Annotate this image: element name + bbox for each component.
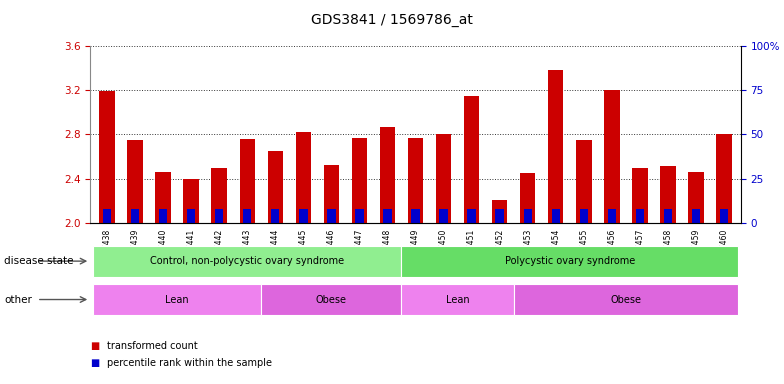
Text: Obese: Obese [611, 295, 641, 305]
Text: Lean: Lean [446, 295, 470, 305]
Bar [579, 210, 588, 223]
Bar [688, 172, 704, 223]
Bar [524, 210, 532, 223]
Bar [604, 90, 619, 223]
Bar [467, 210, 476, 223]
Bar [401, 284, 514, 315]
Text: Control, non-polycystic ovary syndrome: Control, non-polycystic ovary syndrome [151, 256, 344, 266]
Bar [159, 210, 167, 223]
Bar [439, 210, 448, 223]
Bar [495, 210, 504, 223]
Bar [548, 70, 564, 223]
Text: Polycystic ovary syndrome: Polycystic ovary syndrome [505, 256, 635, 266]
Text: other: other [4, 295, 32, 305]
Text: disease state: disease state [4, 256, 74, 266]
Bar [155, 172, 171, 223]
Bar [271, 210, 279, 223]
Bar [131, 210, 140, 223]
Text: percentile rank within the sample: percentile rank within the sample [107, 358, 272, 368]
Bar [576, 140, 591, 223]
Text: ■: ■ [90, 358, 100, 368]
Bar [632, 167, 648, 223]
Bar [720, 210, 728, 223]
Text: Obese: Obese [316, 295, 347, 305]
Bar [664, 210, 672, 223]
Bar [212, 167, 227, 223]
Bar [717, 134, 731, 223]
Bar [520, 173, 535, 223]
Bar [296, 132, 311, 223]
Bar [127, 140, 143, 223]
Bar [514, 284, 738, 315]
Bar [267, 151, 283, 223]
Text: transformed count: transformed count [107, 341, 198, 351]
Bar [436, 134, 452, 223]
Bar [187, 210, 195, 223]
Bar [492, 200, 507, 223]
Bar [327, 210, 336, 223]
Bar [355, 210, 364, 223]
Bar [608, 210, 616, 223]
Bar [379, 127, 395, 223]
Bar [103, 210, 111, 223]
Bar [552, 210, 560, 223]
Bar [660, 166, 676, 223]
Bar [299, 210, 307, 223]
Bar [412, 210, 419, 223]
Text: ■: ■ [90, 341, 100, 351]
Bar [215, 210, 223, 223]
Bar [408, 138, 423, 223]
Bar [401, 246, 738, 276]
Text: Lean: Lean [165, 295, 189, 305]
Bar [324, 165, 339, 223]
Bar [240, 139, 255, 223]
Bar [93, 284, 261, 315]
Text: GDS3841 / 1569786_at: GDS3841 / 1569786_at [311, 13, 473, 27]
Bar [383, 210, 392, 223]
Bar [352, 138, 367, 223]
Bar [243, 210, 252, 223]
Bar [261, 284, 401, 315]
Bar [100, 91, 114, 223]
Bar [183, 179, 199, 223]
Bar [636, 210, 644, 223]
Bar [93, 246, 401, 276]
Bar [691, 210, 700, 223]
Bar [464, 96, 479, 223]
